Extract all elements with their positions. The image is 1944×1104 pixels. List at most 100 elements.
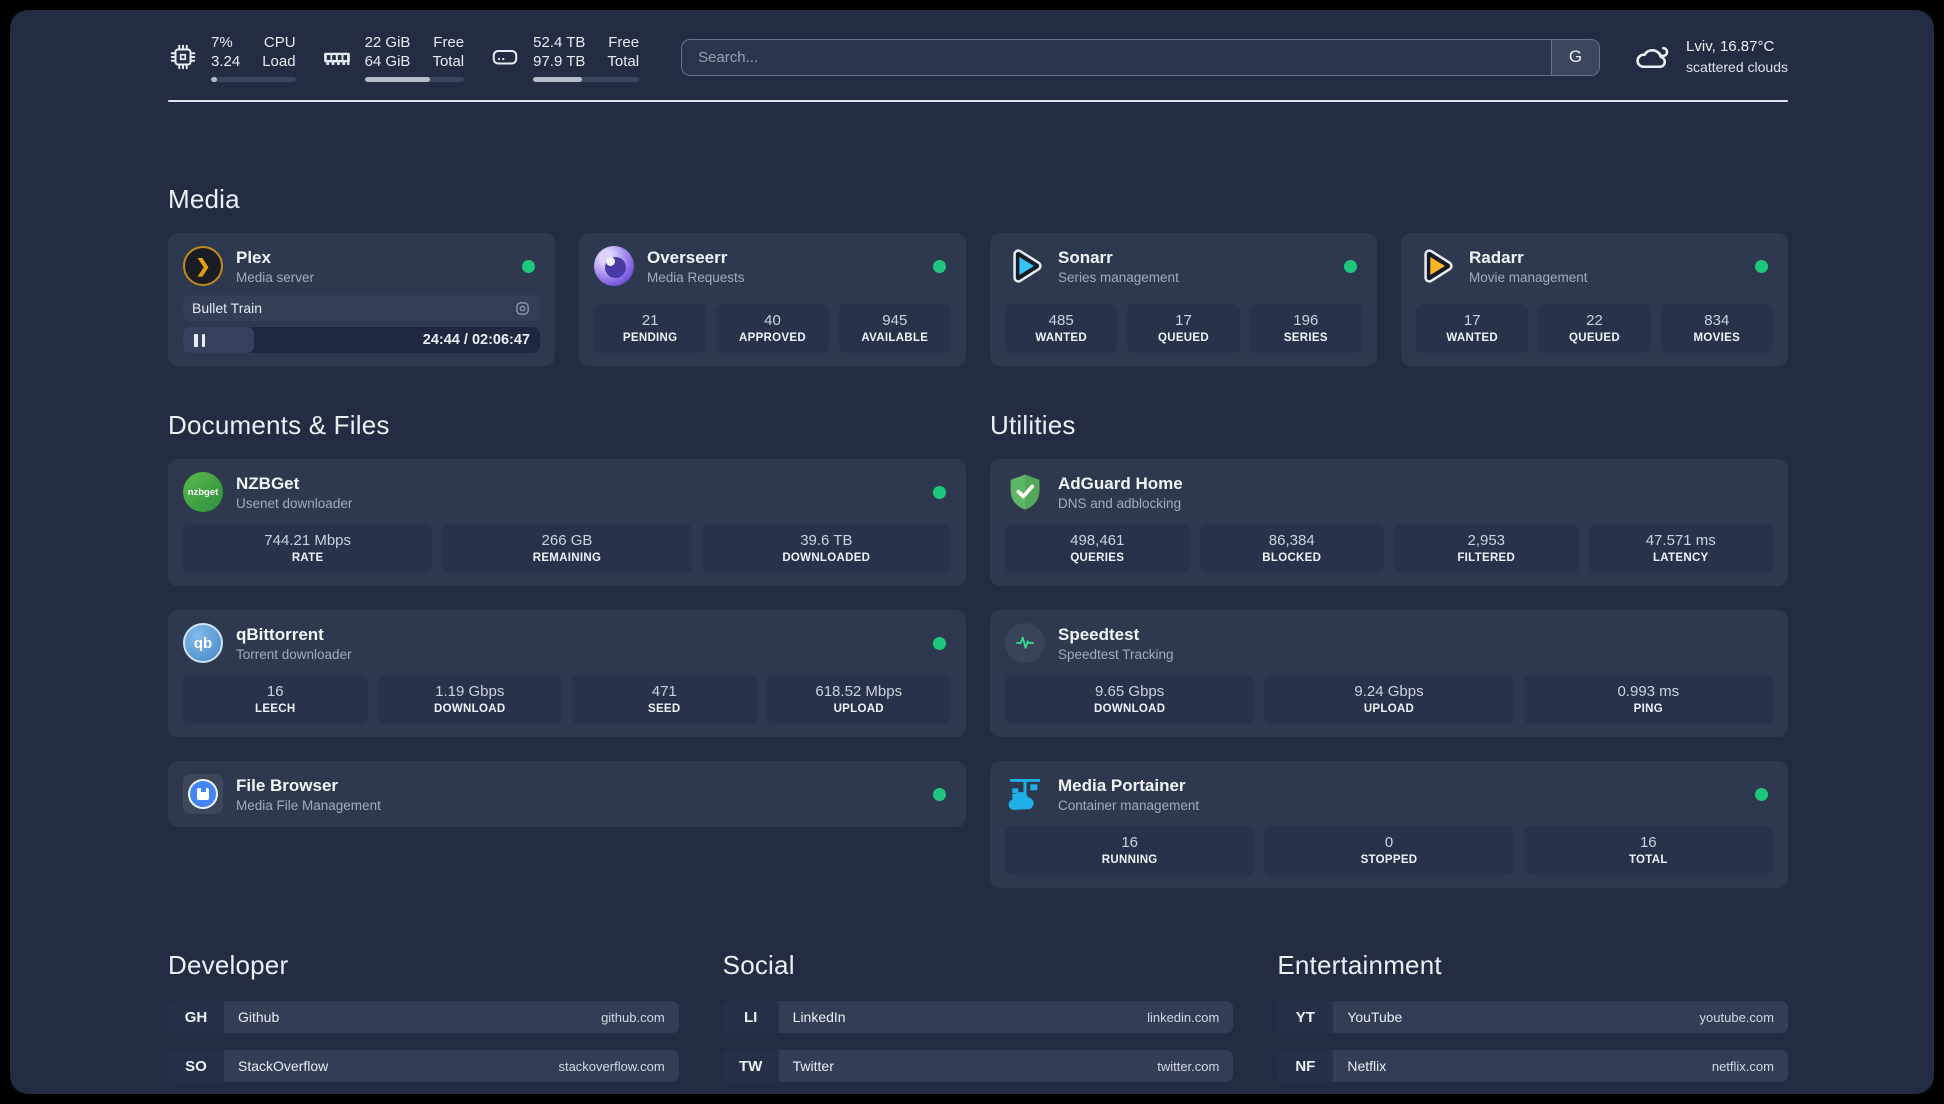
- overseerr-card[interactable]: Overseerr Media Requests 21 PENDING 40 APP…: [579, 233, 966, 366]
- speedtest-icon: [1005, 623, 1045, 663]
- topbar-divider: [168, 100, 1788, 102]
- stat-upload: 618.52 Mbps UPLOAD: [766, 675, 951, 724]
- app-subtitle: Media server: [236, 269, 315, 285]
- stat-downloaded: 39.6 TB DOWNLOADED: [701, 524, 951, 573]
- speedtest-card[interactable]: Speedtest Speedtest Tracking 9.65 Gbps DO…: [990, 610, 1788, 737]
- developer-column: Developer GH Github github.com SO StackOv…: [168, 888, 679, 1094]
- stat-download: 1.19 Gbps DOWNLOAD: [377, 675, 562, 724]
- stat-filtered: 2,953 FILTERED: [1394, 524, 1579, 573]
- bookmark-linkedin[interactable]: LI LinkedIn linkedin.com: [722, 1001, 1234, 1033]
- bookmark-name: YouTube: [1347, 1009, 1403, 1025]
- bookmarks-row: Developer GH Github github.com SO StackOv…: [168, 888, 1788, 1094]
- adguard-icon: [1005, 472, 1045, 512]
- cpu-widget: 7% 3.24 CPU Load: [168, 33, 296, 82]
- app-subtitle: Media Requests: [647, 269, 745, 285]
- qbittorrent-card[interactable]: qb qBittorrent Torrent downloader 16 LEEC…: [168, 610, 966, 737]
- utilities-column: Utilities AdGuard Home DNS and adblockin…: [990, 366, 1788, 888]
- cpu-percent: 7%: [211, 33, 233, 51]
- cpu-load-label: Load: [262, 53, 296, 70]
- search-engine-button[interactable]: G: [1551, 39, 1600, 75]
- app-subtitle: Media File Management: [236, 797, 381, 813]
- section-heading-developer: Developer: [168, 950, 289, 980]
- bookmark-abbr: LI: [722, 1001, 779, 1033]
- memory-progress-fill: [364, 76, 431, 82]
- status-dot: [933, 485, 946, 499]
- bookmark-name: LinkedIn: [792, 1009, 846, 1025]
- disk-free-value: 52.4 TB: [533, 33, 586, 51]
- disk-progress-track: [533, 76, 640, 82]
- stat-upload: 9.24 Gbps UPLOAD: [1264, 675, 1514, 724]
- radarr-card[interactable]: Radarr Movie management 17 WANTED 22 QUEUE…: [1401, 233, 1788, 366]
- search-input[interactable]: [682, 39, 1552, 75]
- stat-download: 9.65 Gbps DOWNLOAD: [1005, 675, 1255, 724]
- memory-free-value: 22 GiB: [364, 33, 411, 51]
- status-dot: [1755, 259, 1768, 273]
- bookmark-github[interactable]: GH Github github.com: [168, 1001, 679, 1033]
- cpu-load-value: 3.24: [211, 53, 241, 70]
- playback-progress-bar[interactable]: 24:44 / 02:06:47: [183, 327, 540, 353]
- status-dot: [1755, 787, 1768, 801]
- stat-movies: 834 MOVIES: [1660, 304, 1773, 353]
- stat-wanted: 17 WANTED: [1416, 304, 1529, 353]
- stat-stopped: 0 STOPPED: [1264, 826, 1514, 875]
- stat-approved: 40 APPROVED: [716, 304, 829, 353]
- filebrowser-card[interactable]: File Browser Media File Management: [168, 761, 966, 827]
- stat-latency: 47.571 ms LATENCY: [1588, 524, 1773, 573]
- app-subtitle: Series management: [1058, 269, 1179, 285]
- cpu-label: CPU: [263, 33, 296, 51]
- memory-icon: [322, 42, 352, 72]
- stat-available: 945 AVAILABLE: [838, 304, 951, 353]
- bookmark-url: linkedin.com: [1147, 1009, 1220, 1025]
- bookmark-abbr: GH: [168, 1001, 224, 1033]
- status-dot: [933, 787, 946, 801]
- status-dot: [933, 636, 946, 650]
- app-subtitle: Movie management: [1469, 269, 1588, 285]
- pause-icon[interactable]: [194, 333, 205, 347]
- bookmark-twitter[interactable]: TW Twitter twitter.com: [722, 1050, 1234, 1082]
- app-subtitle: Usenet downloader: [236, 495, 353, 511]
- stat-blocked: 86,384 BLOCKED: [1199, 524, 1384, 573]
- player-settings-icon[interactable]: [514, 300, 531, 317]
- playback-time: 24:44 / 02:06:47: [422, 332, 530, 348]
- app-title: NZBGet: [236, 473, 300, 493]
- search-bar: G: [681, 38, 1601, 76]
- app-subtitle: Container management: [1058, 797, 1200, 813]
- filebrowser-icon: [183, 774, 223, 814]
- bookmark-abbr: NF: [1277, 1050, 1334, 1082]
- bookmark-abbr: TW: [722, 1050, 779, 1082]
- weather-widget: Lviv, 16.87°C scattered clouds: [1630, 37, 1788, 76]
- qbittorrent-icon: qb: [183, 623, 223, 663]
- bookmark-stackoverflow[interactable]: SO StackOverflow stackoverflow.com: [168, 1050, 679, 1082]
- stat-pending: 21 PENDING: [594, 304, 707, 353]
- status-dot: [1344, 259, 1357, 273]
- media-grid: ❯ Plex Media server Bullet Train 24:44: [168, 233, 1788, 366]
- adguard-card[interactable]: AdGuard Home DNS and adblocking 498,461 Q…: [990, 459, 1788, 586]
- disk-icon: [490, 42, 520, 72]
- section-heading-entertainment: Entertainment: [1277, 950, 1442, 980]
- bookmark-youtube[interactable]: YT YouTube youtube.com: [1277, 1001, 1788, 1033]
- disk-widget: 52.4 TB 97.9 TB Free Total: [490, 33, 640, 82]
- section-heading-social: Social: [722, 950, 795, 980]
- stat-total: 16 TOTAL: [1523, 826, 1773, 875]
- memory-total-value: 64 GiB: [364, 53, 411, 70]
- bookmark-netflix[interactable]: NF Netflix netflix.com: [1277, 1050, 1788, 1082]
- app-title: Sonarr: [1058, 247, 1113, 267]
- nzbget-card[interactable]: nzbget NZBGet Usenet downloader 744.21 M…: [168, 459, 966, 586]
- cpu-icon: [168, 42, 198, 72]
- bookmark-name: Twitter: [792, 1058, 834, 1074]
- sonarr-card[interactable]: Sonarr Series management 485 WANTED 17 QUE…: [990, 233, 1377, 366]
- stat-queued: 22 QUEUED: [1538, 304, 1651, 353]
- stat-queued: 17 QUEUED: [1127, 304, 1240, 353]
- sonarr-icon: [1005, 246, 1045, 286]
- stat-wanted: 485 WANTED: [1005, 304, 1118, 353]
- app-title: qBittorrent: [236, 624, 324, 644]
- bookmark-abbr: YT: [1277, 1001, 1334, 1033]
- plex-card[interactable]: ❯ Plex Media server Bullet Train 24:44: [168, 233, 555, 366]
- app-subtitle: Torrent downloader: [236, 646, 352, 662]
- bookmark-url: twitter.com: [1157, 1058, 1220, 1074]
- now-playing-row: Bullet Train: [183, 295, 540, 321]
- portainer-icon: [1005, 774, 1045, 814]
- stat-queries: 498,461 QUERIES: [1005, 524, 1190, 573]
- portainer-card[interactable]: Media Portainer Container management 16 R…: [990, 761, 1788, 888]
- disk-total-value: 97.9 TB: [533, 53, 586, 70]
